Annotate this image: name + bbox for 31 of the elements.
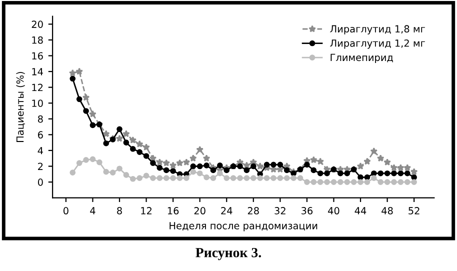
y-tick-label: 12 — [32, 84, 43, 92]
x-axis-title: Неделя после рандомизации — [170, 222, 318, 232]
legend-label: Лираглутид 1,8 мг — [330, 25, 425, 34]
x-tick-label: 28 — [248, 207, 259, 214]
y-tick-label: 14 — [32, 68, 43, 76]
y-axis-title: Пациенты (%) — [16, 72, 25, 142]
x-tick-label: 16 — [168, 207, 179, 214]
x-tick-label: 20 — [194, 207, 206, 214]
x-tick-label: 40 — [328, 207, 340, 214]
x-tick-label: 48 — [382, 207, 393, 214]
x-tick-label: 24 — [221, 207, 232, 214]
y-tick-label: 2 — [38, 162, 43, 170]
y-tick-label: 8 — [38, 115, 43, 123]
legend-label: Глимепирид — [330, 54, 393, 63]
y-tick-label: 4 — [38, 147, 43, 154]
legend-label: Лираглутид 1,2 мг — [330, 39, 425, 49]
x-tick-label: 52 — [408, 207, 420, 214]
x-tick-label: 0 — [63, 207, 68, 214]
y-tick-label: 16 — [32, 52, 43, 60]
y-tick-label: 18 — [32, 36, 43, 44]
x-tick-label: 44 — [354, 207, 366, 214]
text: Рисунок 3. — [196, 248, 262, 260]
x-tick-label: 32 — [274, 207, 286, 214]
x-tick-label: 4 — [90, 207, 96, 214]
x-tick-label: 12 — [141, 207, 152, 214]
y-tick-label: 20 — [32, 20, 43, 28]
x-tick-label: 36 — [302, 207, 313, 214]
x-tick-label: 8 — [117, 207, 122, 214]
y-tick-label: 6 — [38, 131, 43, 139]
y-tick-label: 0 — [38, 178, 43, 186]
y-tick-label: 10 — [32, 100, 43, 107]
